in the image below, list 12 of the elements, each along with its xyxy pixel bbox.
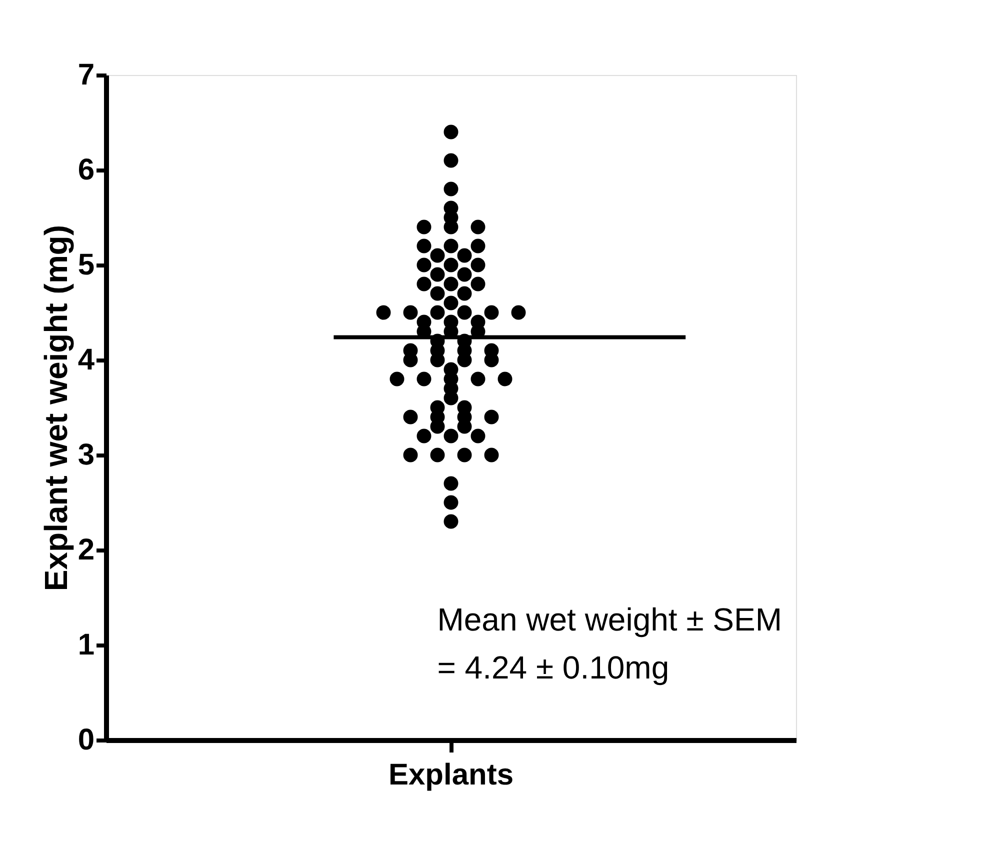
annotation: Mean wet weight ± SEM <box>437 601 782 638</box>
annotation: = 4.24 ± 0.10mg <box>437 649 670 686</box>
y-tick-label: 2 <box>78 534 94 566</box>
y-tick-label: 7 <box>78 58 94 92</box>
y-tick-label: 6 <box>78 154 94 186</box>
y-tick-label: 3 <box>78 438 94 472</box>
x-tick-label: Explants <box>388 758 514 792</box>
y-tick-label: 0 <box>78 724 94 756</box>
y-tick-label: 5 <box>78 248 94 282</box>
y-axis-title: Explant wet weight (mg) <box>38 224 74 592</box>
y-tick-label: 1 <box>78 628 94 662</box>
y-tick-label: 4 <box>78 344 95 376</box>
